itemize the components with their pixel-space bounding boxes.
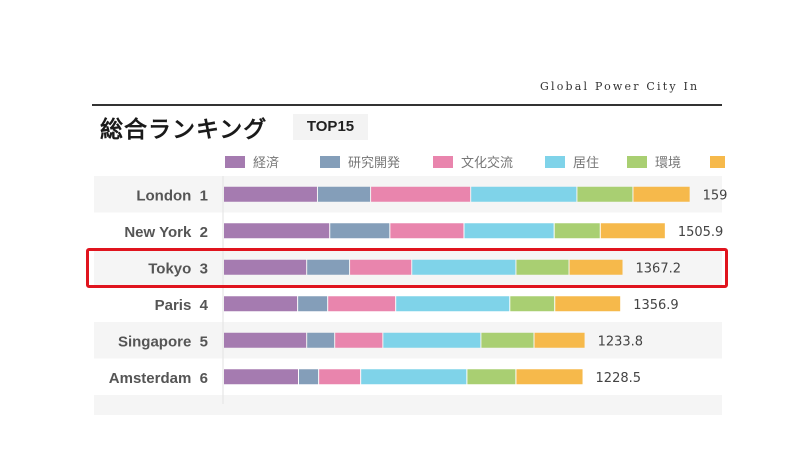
legend-label: 居住 [573,156,600,171]
row-background [94,395,722,415]
index-subtitle: Global Power City In [540,80,700,93]
category-label: Singapore 5 [118,333,208,350]
bar-segment [555,296,621,312]
legend-swatch [627,155,647,168]
bar-segment [335,332,383,348]
chart-title: 総合ランキング [100,117,268,143]
category-label: Tokyo 3 [148,260,208,277]
bar-segment [224,369,299,385]
legend-label: 研究開発 [348,156,401,171]
top15-badge: TOP15 [293,114,368,140]
legend-swatch [710,155,725,168]
legend-label: 文化交流 [461,156,514,171]
legend-swatch [320,155,340,168]
legend-item: 研究開発 [320,151,401,171]
bar-segment [516,369,583,385]
header-rule [92,104,722,106]
legend-label: 経済 [253,156,280,171]
bar-segment [224,332,307,348]
chart-legend: 経済 研究開発 文化交流 居住 環境 [225,151,725,171]
legend-swatch [433,155,453,168]
legend-item: 居住 [545,151,600,171]
total-value-label: 1228.5 [596,371,642,386]
legend-item [710,151,725,169]
bar-segment [534,332,585,348]
bar-segment [600,223,665,239]
bar-segment [516,259,569,275]
bar-segment [307,259,350,275]
legend-swatch [545,155,565,168]
legend-swatch [225,155,245,168]
total-value-label: 1356.9 [633,298,679,313]
bar-segment [298,296,328,312]
tokyo-highlight-box [86,248,728,288]
bar-segment [554,223,600,239]
bar-segment [390,223,464,239]
total-value-label: 1505.9 [678,225,724,240]
bar-segment [481,332,534,348]
total-value-label: 1367.2 [636,261,682,276]
category-label: New York 2 [124,224,208,241]
bar-segment [577,186,633,202]
category-label: Paris 4 [155,297,209,314]
bar-segment [467,369,516,385]
bar-segment [224,296,298,312]
bar-segment [412,259,516,275]
total-value-label: 159 [703,188,728,203]
bar-segment [307,332,335,348]
legend-item: 環境 [627,151,682,171]
bar-segment [224,223,330,239]
bar-segment [224,259,307,275]
total-value-label: 1233.8 [598,334,644,349]
bar-segment [569,259,623,275]
bar-segment [224,186,317,202]
bar-segment [299,369,319,385]
category-label: London 1 [136,187,208,204]
bar-segment [471,186,577,202]
category-label: Amsterdam 6 [109,370,208,387]
bar-segment [350,259,412,275]
legend-item: 文化交流 [433,151,514,171]
bar-segment [361,369,467,385]
bar-segment [510,296,555,312]
bar-segment [383,332,481,348]
bar-segment [330,223,390,239]
bar-segment [633,186,690,202]
bar-segment [317,186,371,202]
bar-segment [319,369,361,385]
bar-segment [371,186,471,202]
bar-segment [328,296,396,312]
legend-item: 経済 [225,151,280,171]
legend-label: 環境 [655,156,682,171]
bar-segment [464,223,554,239]
bar-segment [396,296,510,312]
